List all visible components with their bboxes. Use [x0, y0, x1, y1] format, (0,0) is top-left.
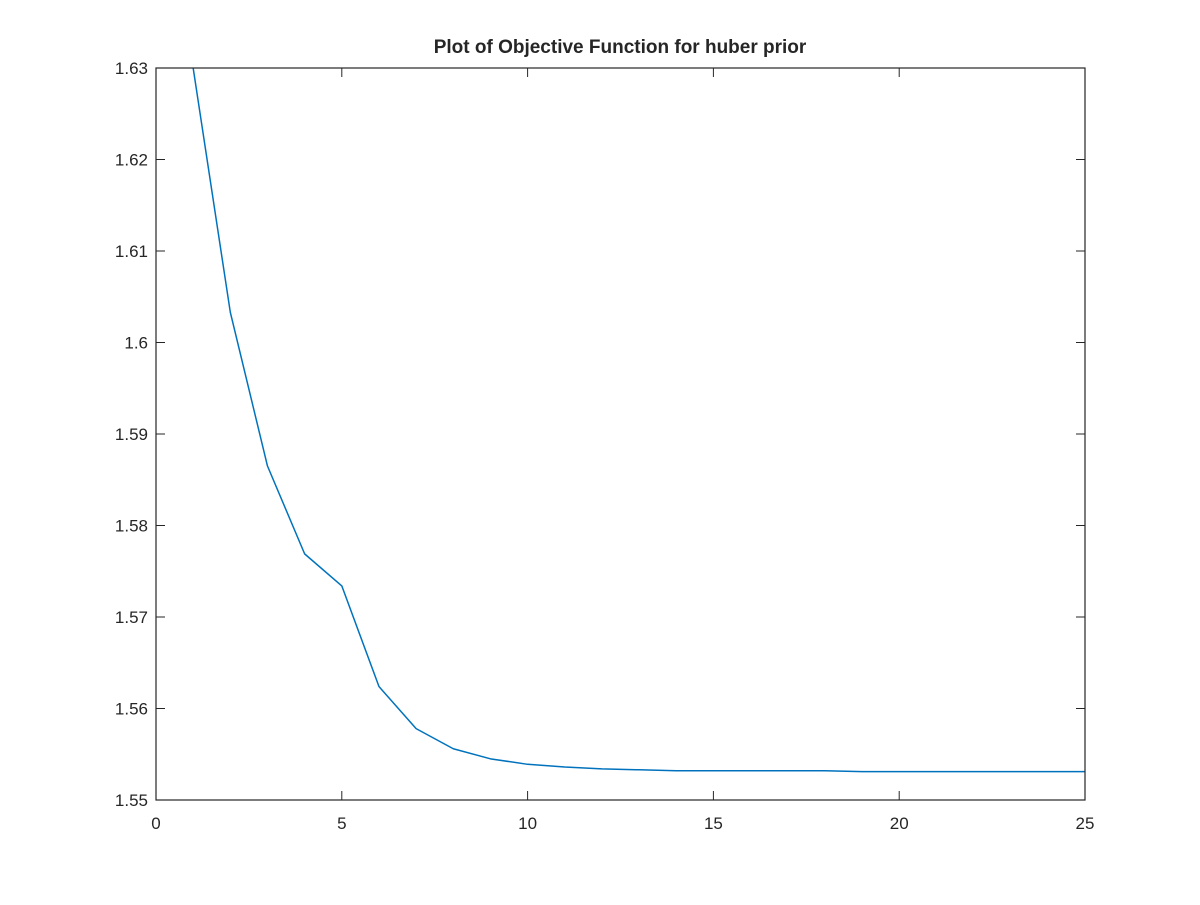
chart-title: Plot of Objective Function for huber pri… [434, 37, 807, 58]
y-tick-label: 1.55 [115, 791, 148, 810]
x-tick-label: 0 [151, 814, 160, 833]
y-tick-label: 1.62 [115, 151, 148, 170]
y-tick-label: 1.59 [115, 425, 148, 444]
y-tick-label: 1.61 [115, 242, 148, 261]
y-tick-label: 1.6 [124, 334, 148, 353]
y-tick-label: 1.56 [115, 700, 148, 719]
x-tick-label: 20 [890, 814, 909, 833]
x-tick-label: 5 [337, 814, 346, 833]
x-tick-label: 15 [704, 814, 723, 833]
y-tick-label: 1.63 [115, 59, 148, 78]
y-tick-label: 1.58 [115, 517, 148, 536]
x-tick-label: 25 [1076, 814, 1095, 833]
y-tick-label: 1.57 [115, 608, 148, 627]
plot-area [156, 68, 1085, 800]
x-tick-label: 10 [518, 814, 537, 833]
